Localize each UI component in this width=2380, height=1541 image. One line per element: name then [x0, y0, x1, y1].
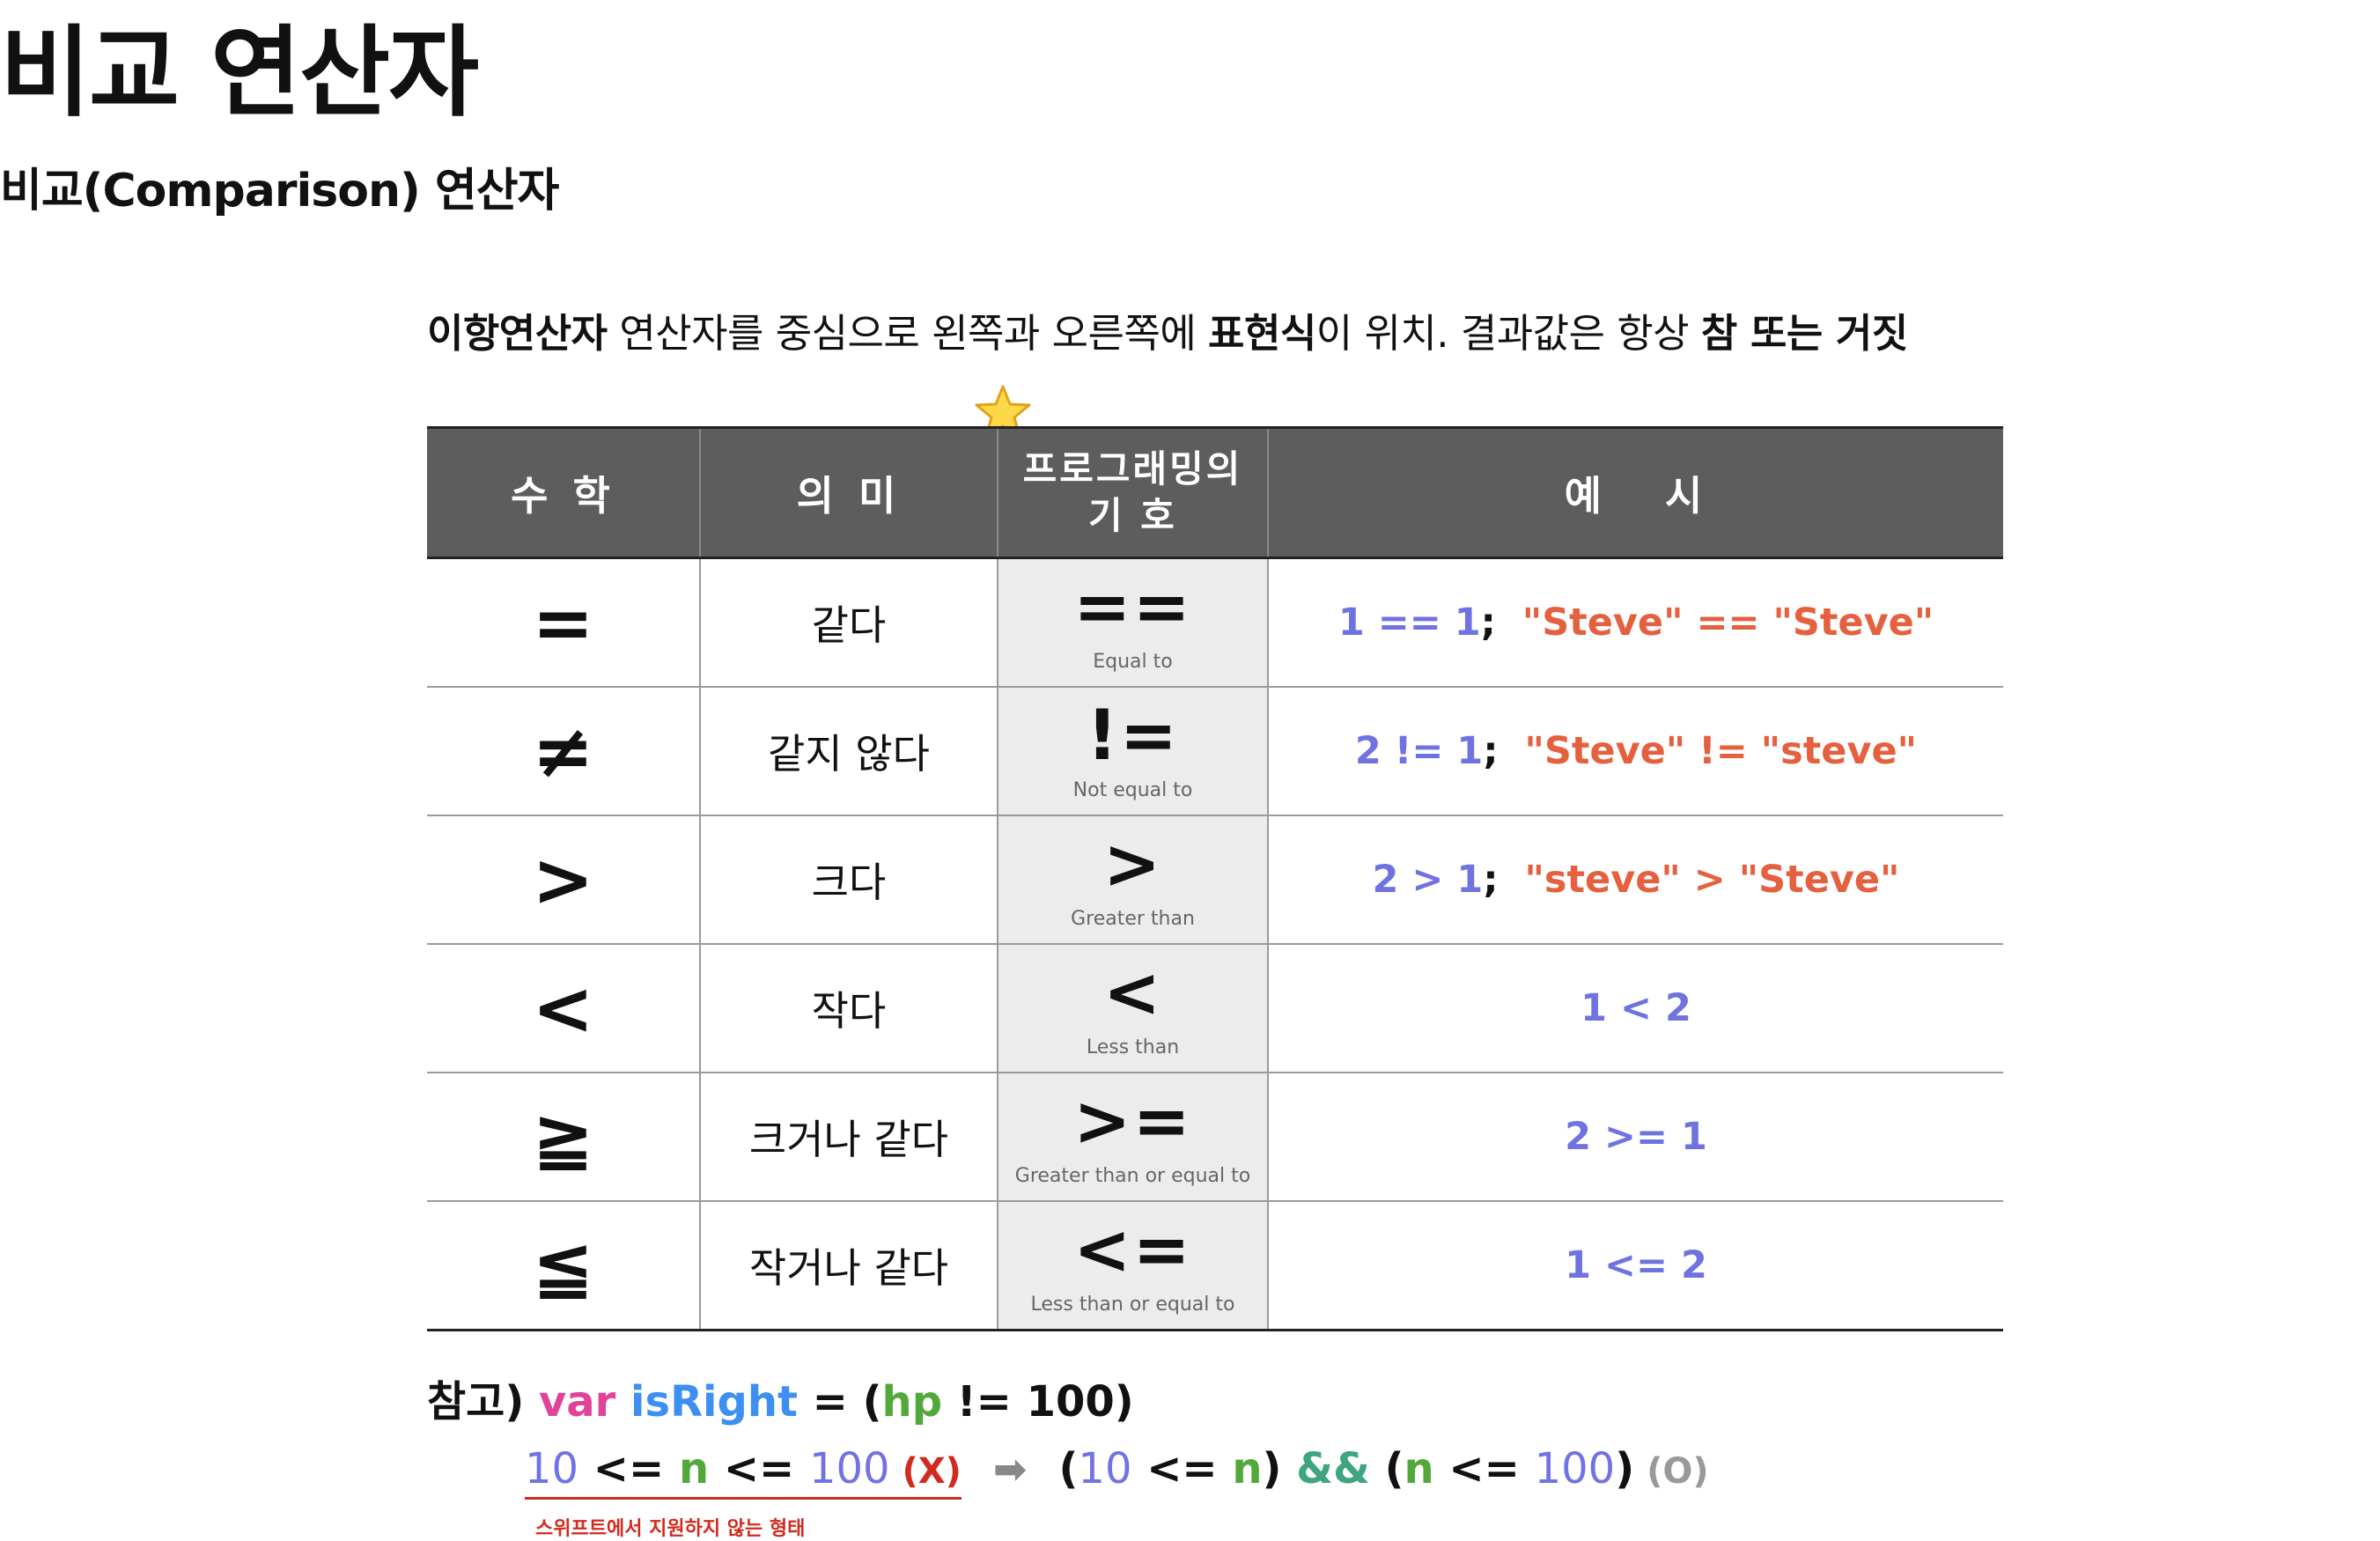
correct-mark: (O) [1634, 1451, 1709, 1492]
formula-number: 100 [1534, 1444, 1616, 1493]
example-separator: ; [1480, 601, 1522, 645]
operator-description: Greater than [1071, 907, 1195, 930]
unsupported-expression: 10 <= n <= 100 (X) [525, 1444, 962, 1500]
wrong-mark: (X) [889, 1451, 962, 1492]
note-hp: hp [881, 1377, 943, 1427]
operator-description: Less than [1086, 1036, 1180, 1058]
arrow-right-icon: ➡ [992, 1445, 1028, 1493]
operator-symbol: == [1073, 567, 1192, 647]
comparison-table: 수 학 의 미 프로그래밍의 기 호 예 시 = 같다 == Equal to … [427, 426, 2003, 1331]
table-row: ≠ 같지 않다 != Not equal to 2 != 1; "Steve" … [427, 687, 2003, 816]
operator-description: Less than or equal to [1030, 1293, 1235, 1316]
formula-number: 100 [808, 1444, 890, 1493]
note-keyword: var [538, 1377, 616, 1427]
math-symbol: ≦ [427, 1201, 700, 1331]
table-row: ≧ 크거나 같다 >= Greater than or equal to 2 >… [427, 1073, 2003, 1202]
example-number: 2 != 1 [1354, 729, 1484, 773]
example-string: "steve" > "Steve" [1524, 858, 1900, 902]
math-symbol: ≧ [427, 1073, 700, 1202]
formula-variable: n [678, 1444, 710, 1493]
note-equals: = ( [797, 1377, 882, 1427]
header-symbol: 프로그래밍의 기 호 [997, 427, 1268, 558]
operator-symbol: < [1102, 953, 1163, 1033]
math-symbol: > [427, 815, 700, 945]
math-symbol: = [427, 557, 700, 688]
formula-op: <= [709, 1444, 809, 1493]
example-cell: 1 == 1; "Steve" == "Steve" [1267, 557, 2003, 688]
formula-number: 10 [525, 1444, 579, 1493]
table-row: < 작다 < Less than 1 < 2 [427, 944, 2003, 1073]
note-prefix: 참고) [427, 1377, 539, 1427]
intro-bold-result: 참 또는 거짓 [1700, 310, 1908, 357]
chained-comparison-formula: 10 <= n <= 100 (X) ➡ (10 <= n) && (n <= 10… [525, 1444, 1709, 1500]
operator-description: Not equal to [1072, 778, 1193, 801]
header-meaning: 의 미 [699, 427, 998, 558]
formula-op: <= [578, 1444, 679, 1493]
formula-paren: ) [1615, 1444, 1635, 1493]
formula-op: <= [1433, 1444, 1535, 1493]
symbol-cell: > Greater than [997, 815, 1268, 945]
unsupported-footnote: 스위프트에서 지원하지 않는 형태 [535, 1518, 806, 1540]
math-symbol: ≠ [427, 687, 700, 816]
formula-variable: n [1404, 1444, 1434, 1493]
reference-note: 참고) var isRight = (hp != 100) [427, 1367, 1134, 1428]
math-symbol: < [427, 944, 700, 1073]
example-number: 1 == 1 [1337, 601, 1481, 645]
operator-description: Equal to [1093, 650, 1173, 673]
example-separator: ; [1483, 729, 1525, 773]
note-rest: != 100) [942, 1377, 1134, 1427]
example-string: "Steve" != "steve" [1524, 729, 1918, 773]
meaning-cell: 작다 [699, 944, 998, 1073]
operator-symbol: != [1087, 696, 1179, 776]
symbol-cell: != Not equal to [997, 687, 1268, 816]
operator-symbol: > [1102, 824, 1163, 904]
intro-bold-expression: 표현식 [1208, 310, 1316, 357]
example-cell: 1 < 2 [1267, 944, 2003, 1073]
formula-number: 10 [1078, 1444, 1132, 1493]
example-cell: 2 != 1; "Steve" != "steve" [1267, 687, 2003, 816]
intro-text-2: 이 위치. 결과값은 항상 [1315, 310, 1701, 357]
table-row: > 크다 > Greater than 2 > 1; "steve" > "St… [427, 815, 2003, 945]
note-variable: isRight [630, 1377, 798, 1427]
operator-symbol: <= [1073, 1210, 1192, 1290]
intro-text-1: 연산자를 중심으로 왼쪽과 오른쪽에 [607, 310, 1209, 357]
star-icon [975, 385, 1031, 439]
intro-text: 이항연산자 연산자를 중심으로 왼쪽과 오른쪽에 표현식이 위치. 결과값은 항… [427, 301, 1908, 358]
formula-variable: n [1232, 1444, 1263, 1493]
meaning-cell: 같다 [699, 557, 998, 688]
formula-paren: ( [1058, 1444, 1079, 1493]
symbol-cell: < Less than [997, 944, 1268, 1073]
formula-paren: ) [1262, 1444, 1297, 1493]
meaning-cell: 크거나 같다 [699, 1073, 998, 1202]
symbol-cell: >= Greater than or equal to [997, 1073, 1268, 1202]
header-example: 예 시 [1267, 427, 2003, 558]
table-row: ≦ 작거나 같다 <= Less than or equal to 1 <= 2 [427, 1201, 2003, 1331]
meaning-cell: 크다 [699, 815, 998, 945]
intro-bold-binary: 이항연산자 [427, 310, 608, 357]
operator-symbol: >= [1073, 1081, 1192, 1161]
header-math: 수 학 [427, 427, 700, 558]
example-cell: 1 <= 2 [1267, 1201, 2003, 1331]
page-title: 비교 연산자 [0, 16, 479, 130]
meaning-cell: 작거나 같다 [699, 1201, 998, 1331]
example-number: 2 > 1 [1372, 858, 1484, 902]
example-cell: 2 > 1; "steve" > "Steve" [1267, 815, 2003, 945]
example-cell: 2 >= 1 [1267, 1073, 2003, 1202]
example-string: "Steve" == "Steve" [1522, 601, 1934, 645]
formula-and: && [1296, 1444, 1370, 1493]
example-separator: ; [1483, 858, 1525, 902]
table-header-row: 수 학 의 미 프로그래밍의 기 호 예 시 [427, 427, 2003, 558]
formula-op: <= [1131, 1444, 1233, 1493]
symbol-cell: <= Less than or equal to [997, 1201, 1268, 1331]
operator-description: Greater than or equal to [1014, 1164, 1251, 1187]
meaning-cell: 같지 않다 [699, 687, 998, 816]
formula-paren: ( [1369, 1444, 1404, 1493]
table-row: = 같다 == Equal to 1 == 1; "Steve" == "Ste… [427, 557, 2003, 688]
page-subtitle: 비교(Comparison) 연산자 [0, 165, 559, 218]
symbol-cell: == Equal to [997, 557, 1268, 688]
